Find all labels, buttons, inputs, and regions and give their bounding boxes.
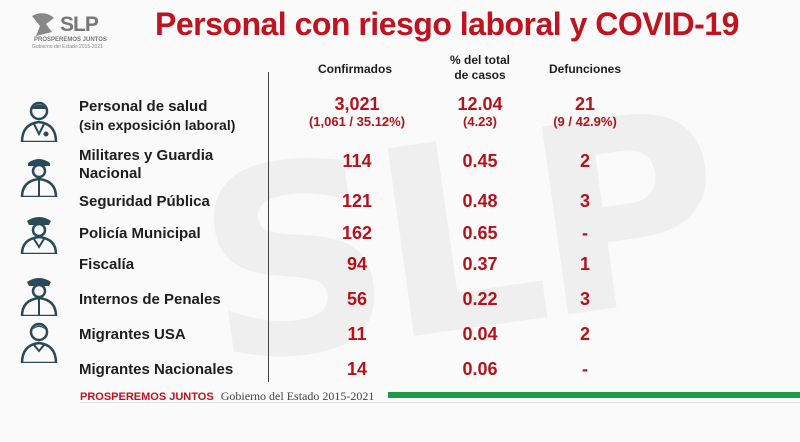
police-icon	[20, 217, 58, 254]
defunciones-value: 3	[579, 289, 590, 309]
footer-government: Gobierno del Estado 2015-2021	[220, 389, 375, 403]
confirmados-value: 121	[341, 191, 373, 211]
officer-icon	[20, 278, 58, 316]
defunciones-cell: 21 (9 / 42.9%)	[530, 94, 640, 129]
defunciones-value: 21	[574, 94, 596, 114]
defunciones-value: 2	[579, 324, 590, 344]
col-header-defunciones: Defunciones	[548, 62, 621, 76]
doctor-icon	[20, 101, 58, 142]
row-label-line2: Nacional	[79, 165, 142, 182]
defunciones-sub: (9 / 42.9%)	[553, 114, 617, 129]
person-icon	[20, 322, 58, 363]
row-label: Personal de salud (sin exposición labora…	[79, 98, 235, 134]
table-row: Seguridad Pública 121 0.48 3	[0, 190, 800, 214]
porcentaje-cell: 12.04 (4.23)	[430, 94, 530, 129]
soldier-icon	[20, 159, 58, 197]
defunciones-value: -	[582, 359, 588, 379]
row-label: Migrantes USA	[79, 326, 186, 343]
porcentaje-value: 0.04	[462, 324, 498, 344]
col-header-porcentaje-l1: % del total	[449, 53, 510, 67]
row-label: Migrantes Nacionales	[79, 361, 234, 378]
logo-mark-icon	[32, 13, 54, 36]
footer-divider	[80, 402, 800, 403]
confirmados-value: 56	[346, 289, 368, 309]
porcentaje-value: 0.37	[462, 254, 498, 274]
confirmados-value: 114	[342, 151, 372, 171]
defunciones-value: -	[582, 223, 588, 243]
porcentaje-value: 12.04	[457, 94, 503, 114]
defunciones-value: 1	[579, 254, 590, 274]
table-row: Migrantes Nacionales 14 0.06 -	[0, 358, 800, 382]
confirmados-value: 94	[346, 254, 368, 274]
logo-tagline: PROSPEREMOS JUNTOS	[34, 37, 107, 43]
porcentaje-value: 0.48	[462, 191, 498, 211]
row-label: Seguridad Pública	[79, 193, 210, 210]
porcentaje-value: 0.06	[462, 359, 498, 379]
table-row: Policía Municipal 162 0.65 -	[0, 217, 800, 254]
table-row: Fiscalía 94 0.37 1	[0, 253, 800, 277]
slp-logo: SLP PROSPEREMOS JUNTOS Gobierno del Esta…	[28, 12, 107, 52]
confirmados-value: 14	[346, 359, 368, 379]
col-header-confirmados: Confirmados	[317, 62, 392, 76]
confirmados-value: 3,021	[334, 94, 380, 114]
defunciones-value: 2	[579, 151, 590, 171]
porcentaje-sub: (4.23)	[463, 114, 497, 129]
row-label-line1: Militares y Guardia	[79, 147, 214, 164]
porcentaje-value: 0.22	[462, 289, 498, 309]
row-label: Internos de Penales	[79, 291, 221, 308]
footer-tagline: PROSPEREMOS JUNTOS	[80, 391, 214, 403]
confirmados-value: 11	[347, 324, 367, 344]
porcentaje-value: 0.45	[462, 151, 498, 171]
row-label: Militares y Guardia Nacional	[79, 147, 213, 183]
confirmados-cell: 3,021 (1,061 / 35.12%)	[282, 94, 432, 129]
row-label: Policía Municipal	[79, 225, 201, 242]
table-row: Internos de Penales 56 0.22 3	[0, 278, 800, 316]
table-row: Militares y Guardia Nacional 114 0.45 2	[0, 145, 800, 197]
footer-green-bar	[388, 392, 800, 398]
table-divider	[268, 72, 269, 382]
confirmados-value: 162	[341, 223, 373, 243]
table-row: Migrantes USA 11 0.04 2	[0, 322, 800, 363]
row-label: Fiscalía	[79, 256, 135, 273]
row-label-line1: Personal de salud	[79, 98, 208, 115]
logo-subtext: Gobierno del Estado 2015-2021	[32, 44, 103, 50]
logo-text: SLP	[60, 13, 99, 36]
row-label-line2: (sin exposición laboral)	[79, 117, 236, 133]
col-header-porcentaje-l2: de casos	[454, 68, 506, 82]
page-title: Personal con riesgo laboral y COVID-19	[155, 6, 739, 42]
confirmados-sub: (1,061 / 35.12%)	[308, 114, 406, 129]
footer: PROSPEREMOS JUNTOS Gobierno del Estado 2…	[80, 389, 374, 404]
defunciones-value: 3	[579, 191, 590, 211]
porcentaje-value: 0.65	[462, 223, 498, 243]
table-row: Personal de salud (sin exposición labora…	[0, 94, 800, 144]
col-header-porcentaje: % del total de casos	[430, 53, 530, 83]
